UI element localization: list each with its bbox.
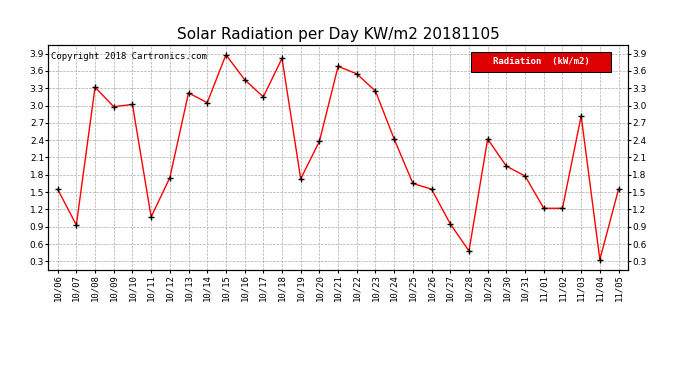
Text: Radiation  (kW/m2): Radiation (kW/m2) [493,57,589,66]
Title: Solar Radiation per Day KW/m2 20181105: Solar Radiation per Day KW/m2 20181105 [177,27,500,42]
FancyBboxPatch shape [471,52,611,72]
Text: Copyright 2018 Cartronics.com: Copyright 2018 Cartronics.com [51,52,207,61]
